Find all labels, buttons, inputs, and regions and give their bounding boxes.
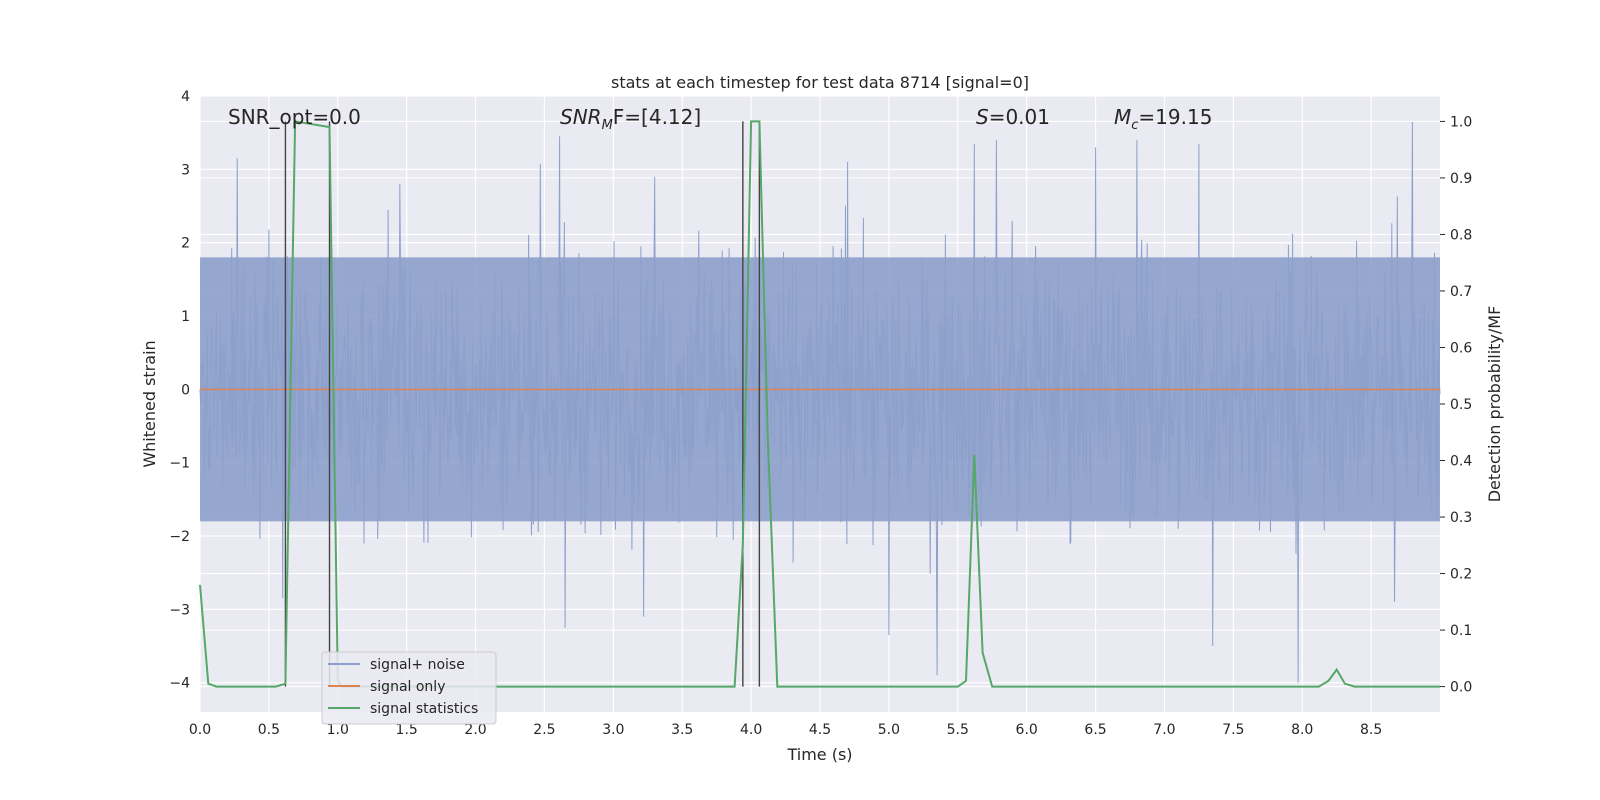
legend-box xyxy=(321,651,497,725)
y-left-tick-labels: 4 3 2 1 0 −1 −2 −3 −4 xyxy=(169,89,190,692)
y-right-tick-label: 0.9 xyxy=(1450,171,1472,187)
annotation-mc-main: M xyxy=(1114,105,1131,129)
x-tick-label: 8.5 xyxy=(1360,722,1382,738)
legend-label-signal: signal only xyxy=(370,679,445,695)
x-tick-label: 7.5 xyxy=(1222,722,1244,738)
annotation-snr-mf: SNRMF=[4.12] xyxy=(560,105,701,133)
y-right-tick-label: 0.4 xyxy=(1450,454,1472,470)
y-right-tick-label: 0.3 xyxy=(1450,510,1472,526)
y-left-tick-label: −4 xyxy=(169,676,190,692)
y-right-tick-label: 0.1 xyxy=(1450,623,1472,639)
y-axis-title: Whitened strain xyxy=(140,340,159,467)
y-left-tick-label: 0 xyxy=(181,382,190,398)
y-right-tick-labels: 1.0 0.9 0.8 0.7 0.6 0.5 0.4 0.3 0.2 0.1 0.0 xyxy=(1440,114,1472,696)
annotation-snr-mf-main: SNR xyxy=(560,105,602,129)
annotation-mc: Mc=19.15 xyxy=(1114,105,1212,133)
x-tick-label: 3.0 xyxy=(602,722,624,738)
y-right-tick-label: 0.0 xyxy=(1450,680,1472,696)
y-right-tick-label: 0.2 xyxy=(1450,567,1472,583)
x-tick-label: 2.0 xyxy=(464,722,486,738)
annotation-s-rest: =0.01 xyxy=(989,105,1050,129)
x-axis-title: Time (s) xyxy=(786,745,852,764)
y-left-tick-label: −1 xyxy=(169,456,190,472)
x-tick-label: 3.5 xyxy=(671,722,693,738)
y-left-tick-label: −2 xyxy=(169,529,190,545)
y-left-tick-label: 2 xyxy=(181,236,190,252)
annotation-mc-sub: c xyxy=(1131,118,1138,133)
annotation-s: S=0.01 xyxy=(976,105,1050,129)
chart-title: stats at each timestep for test data 871… xyxy=(611,73,1029,92)
y-left-tick-label: 4 xyxy=(181,89,190,105)
x-tick-label: 7.0 xyxy=(1153,722,1175,738)
vertical-markers xyxy=(284,121,761,687)
y-left-tick-label: 1 xyxy=(181,309,190,325)
y-left-tick-label: 3 xyxy=(181,162,190,178)
noise-trace xyxy=(199,121,1441,683)
y-right-tick-label: 0.7 xyxy=(1450,284,1472,300)
x-tick-label: 5.5 xyxy=(947,722,969,738)
x-tick-label: 6.5 xyxy=(1084,722,1106,738)
annotation-snr-mf-rest: F=[4.12] xyxy=(613,105,701,129)
y-right-axis-title: Detection probability/MF xyxy=(1485,306,1504,503)
annotation-snr-mf-sub: M xyxy=(602,118,613,133)
x-tick-label: 1.5 xyxy=(396,722,418,738)
x-tick-label: 0.0 xyxy=(189,722,211,738)
x-tick-label: 8.0 xyxy=(1291,722,1313,738)
y-right-tick-label: 0.6 xyxy=(1450,340,1472,356)
y-left-tick-label: −3 xyxy=(169,602,190,618)
x-tick-label: 0.5 xyxy=(258,722,280,738)
x-tick-labels: 0.0 0.5 1.0 1.5 2.0 2.5 3.0 3.5 4.0 4.5 5.0 5.5 6.0 6… xyxy=(189,722,1382,738)
y-right-tick-label: 0.8 xyxy=(1450,227,1472,243)
x-tick-label: 2.5 xyxy=(533,722,555,738)
legend: signal+ noise signal only signal statist… xyxy=(321,651,497,725)
x-tick-label: 5.0 xyxy=(878,722,900,738)
x-tick-label: 4.5 xyxy=(809,722,831,738)
signal-statistics-series xyxy=(199,120,1440,688)
x-tick-label: 4.0 xyxy=(740,722,762,738)
x-tick-label: 1.0 xyxy=(327,722,349,738)
y-right-tick-label: 0.5 xyxy=(1450,397,1472,413)
annotation-snr-opt: SNR_opt=0.0 xyxy=(228,105,361,129)
annotation-s-main: S xyxy=(976,105,989,129)
legend-label-noise: signal+ noise xyxy=(370,657,465,673)
annotation-mc-rest: =19.15 xyxy=(1138,105,1212,129)
legend-label-stats: signal statistics xyxy=(370,701,478,717)
y-right-tick-label: 1.0 xyxy=(1450,114,1472,130)
x-tick-label: 6.0 xyxy=(1016,722,1038,738)
